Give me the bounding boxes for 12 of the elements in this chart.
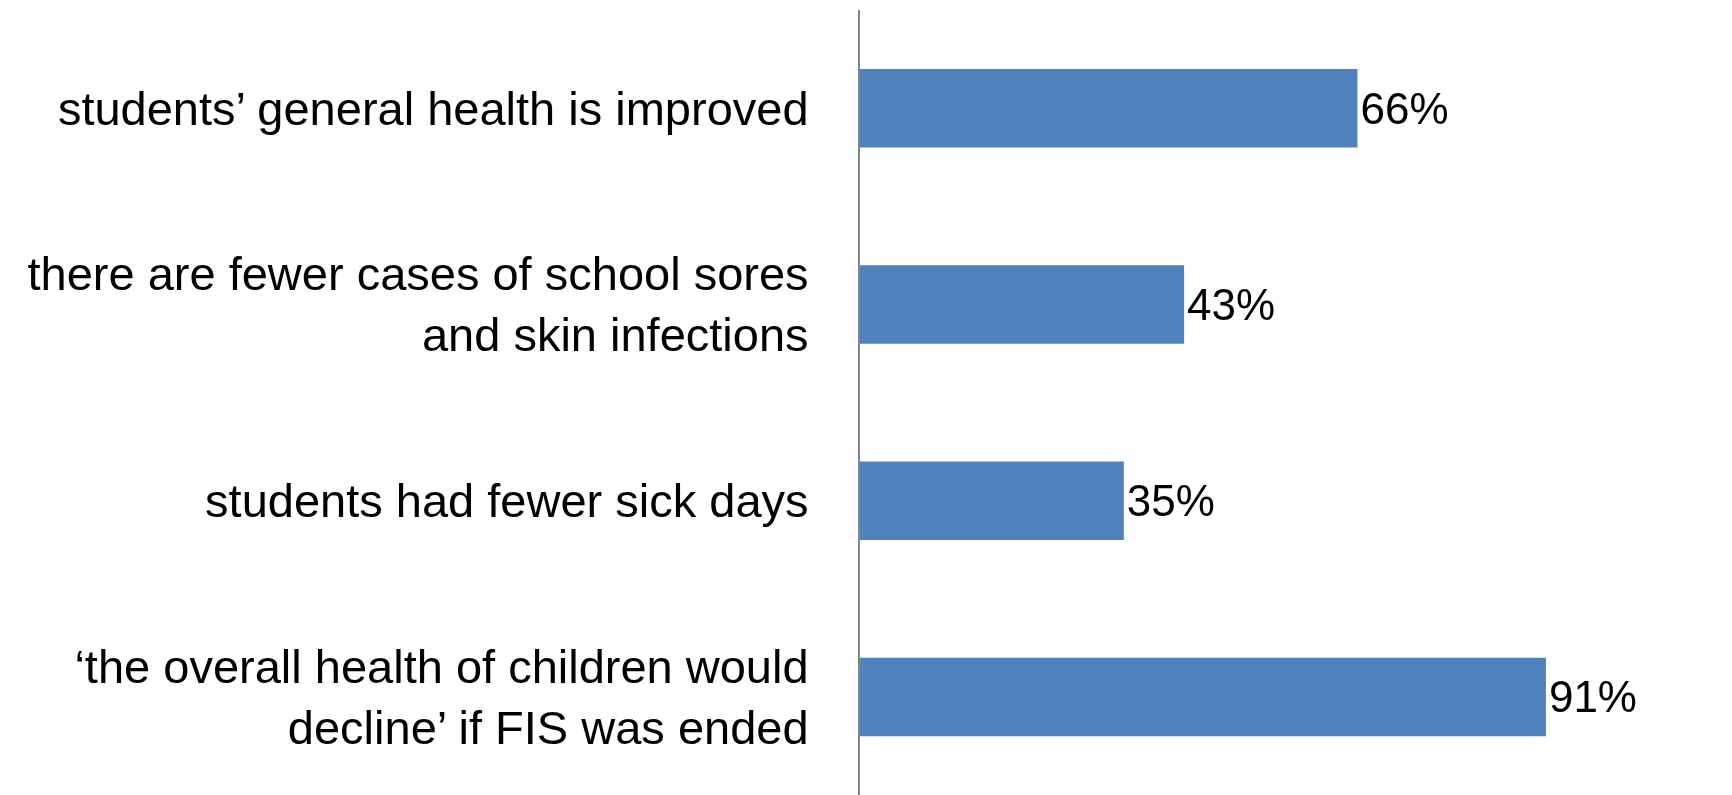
data-label: 91%: [1548, 672, 1637, 722]
y-tick-label: students had fewer sick days: [205, 474, 809, 528]
bar: [860, 68, 1358, 148]
bar: [860, 461, 1124, 540]
data-label: 66%: [1360, 83, 1449, 133]
bar: [860, 265, 1185, 344]
y-tick-label: students’ general health is improved: [57, 81, 809, 135]
y-tick-label: ‘the overall health of children would decline’ if FIS was ended: [74, 639, 809, 754]
data-label: 35%: [1126, 476, 1215, 526]
y-tick-label: there are fewer cases of school sores and skin infections: [27, 247, 809, 362]
data-label: 43%: [1187, 279, 1276, 329]
bar: [860, 657, 1546, 737]
